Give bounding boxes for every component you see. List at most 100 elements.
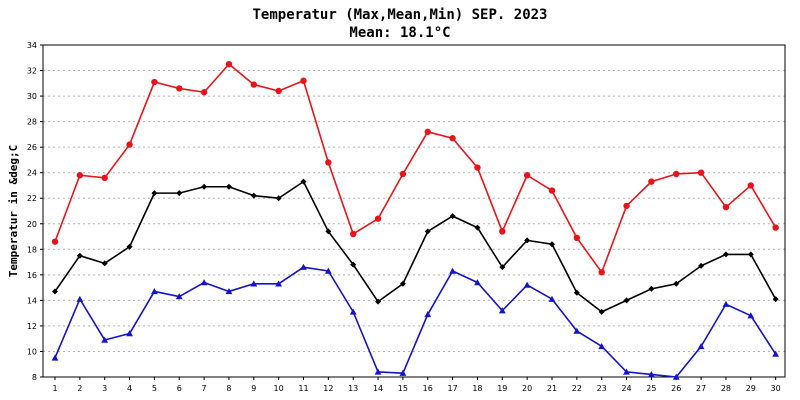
data-point-max: [300, 77, 307, 84]
series-line-mean: [54, 180, 777, 313]
y-tick-label: 26: [27, 143, 37, 152]
data-point-min: [648, 371, 655, 378]
x-tick-label: 20: [522, 384, 532, 393]
x-tick-label: 19: [497, 384, 507, 393]
y-tick-label: 12: [27, 322, 37, 331]
y-tick-label: 28: [27, 118, 37, 127]
x-tick-label: 11: [298, 384, 308, 393]
data-point-max: [747, 182, 754, 189]
data-point-min: [275, 280, 283, 287]
data-point-mean: [350, 261, 357, 268]
data-point-max: [176, 85, 183, 92]
data-point-min: [747, 312, 755, 319]
series-mean: [52, 178, 779, 315]
y-tick-label: 22: [27, 194, 37, 203]
x-tick-label: 4: [127, 384, 132, 393]
x-tick-label: 14: [373, 384, 383, 393]
data-point-mean: [747, 251, 754, 258]
data-point-mean: [101, 260, 108, 267]
data-point-max: [101, 174, 108, 181]
data-point-min: [697, 342, 705, 350]
y-tick-label: 14: [27, 296, 37, 305]
data-point-mean: [76, 252, 83, 259]
y-tick-label: 30: [27, 92, 37, 101]
x-tick-label: 30: [771, 384, 781, 393]
data-point-mean: [399, 280, 406, 287]
data-point-min: [374, 368, 382, 375]
data-point-max: [623, 202, 630, 210]
data-point-min: [126, 330, 133, 337]
data-point-mean: [424, 228, 431, 235]
data-point-min: [474, 279, 481, 286]
data-point-max: [250, 81, 257, 88]
data-point-min: [200, 279, 208, 286]
data-point-mean: [673, 280, 680, 287]
x-tick-label: 17: [448, 384, 458, 393]
data-point-min: [300, 263, 307, 270]
data-point-mean: [524, 237, 531, 244]
data-point-min: [225, 288, 233, 295]
data-point-min: [772, 350, 780, 357]
data-point-max: [697, 169, 705, 176]
chart-title: Temperatur (Max,Mean,Min) SEP. 2023: [252, 7, 547, 23]
x-tick-label: 1: [52, 384, 57, 393]
x-tick-label: 9: [251, 384, 256, 393]
data-point-mean: [698, 262, 705, 269]
x-tick-label: 23: [597, 384, 607, 393]
x-tick-label: 16: [423, 384, 433, 393]
y-tick-labels: 8 10 12 14 16 18 20 22 24 26 28 30 32 34: [27, 41, 37, 382]
data-point-min: [573, 327, 581, 334]
data-point-max: [772, 224, 779, 231]
data-point-max: [76, 172, 84, 179]
data-point-mean: [275, 195, 282, 202]
data-point-max: [399, 170, 407, 178]
x-tick-label: 8: [226, 384, 231, 393]
data-point-max: [722, 203, 730, 211]
data-point-min: [101, 336, 109, 343]
axes: [40, 44, 786, 380]
data-point-max: [325, 159, 332, 166]
data-point-min: [76, 295, 84, 302]
data-point-min: [151, 288, 158, 295]
data-point-mean: [772, 296, 779, 303]
series-group: [51, 60, 780, 380]
data-point-max: [648, 178, 655, 185]
data-point-mean: [573, 289, 580, 296]
x-tick-label: 7: [202, 384, 207, 393]
data-point-max: [51, 238, 59, 245]
data-point-mean: [375, 298, 382, 305]
data-point-max: [374, 215, 382, 222]
data-point-max: [424, 128, 431, 136]
x-tick-label: 26: [671, 384, 681, 393]
series-line-max: [54, 63, 777, 274]
data-point-mean: [474, 224, 481, 231]
data-point-max: [598, 269, 605, 276]
data-point-min: [548, 295, 556, 302]
x-tick-label: 18: [472, 384, 482, 393]
x-tick-label: 29: [746, 384, 756, 393]
data-point-mean: [151, 190, 158, 197]
data-point-max: [573, 234, 581, 242]
data-point-max: [126, 141, 133, 148]
y-tick-label: 10: [27, 347, 37, 356]
y-tick-label: 32: [27, 67, 37, 76]
data-point-mean: [250, 192, 257, 199]
x-tick-label: 24: [621, 384, 631, 393]
data-point-max: [523, 172, 531, 179]
data-point-min: [523, 281, 531, 288]
y-tick-label: 20: [27, 220, 37, 229]
series-min: [51, 263, 780, 380]
data-point-max: [474, 164, 481, 171]
x-tick-labels: 1 2 3 4 5 6 7 8 9 10 11 12 13 14 15 16 17 18 19 20 21 22 23 24 2…: [52, 384, 780, 393]
data-point-min: [250, 280, 258, 287]
data-point-mean: [300, 178, 307, 185]
x-tick-label: 12: [323, 384, 333, 393]
data-point-mean: [499, 264, 506, 271]
y-tick-label: 34: [27, 41, 37, 50]
series-max: [51, 60, 779, 276]
data-point-max: [673, 170, 680, 178]
data-point-mean: [225, 183, 232, 190]
data-point-min: [399, 369, 407, 376]
plot-frame: [42, 44, 786, 378]
data-point-mean: [549, 241, 555, 248]
